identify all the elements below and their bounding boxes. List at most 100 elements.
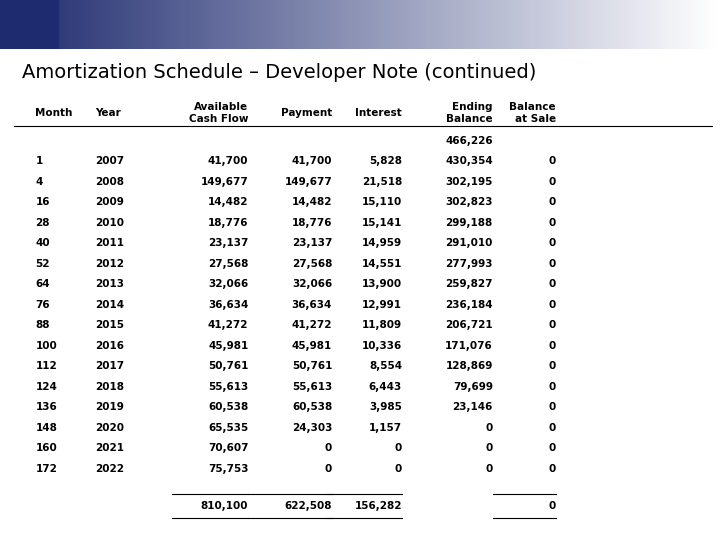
Text: 52: 52 — [35, 259, 50, 269]
Text: 2007: 2007 — [95, 156, 124, 166]
Text: 1,157: 1,157 — [369, 423, 402, 433]
Text: 2016: 2016 — [95, 341, 124, 351]
Text: 40: 40 — [35, 238, 50, 248]
Text: 302,823: 302,823 — [445, 197, 492, 207]
Text: 14,482: 14,482 — [208, 197, 248, 207]
Text: 0: 0 — [549, 197, 556, 207]
Text: 259,827: 259,827 — [445, 279, 492, 289]
Text: 171,076: 171,076 — [445, 341, 492, 351]
Text: 36,634: 36,634 — [208, 300, 248, 310]
Text: Available
Cash Flow: Available Cash Flow — [189, 102, 248, 124]
Text: Interest: Interest — [355, 108, 402, 118]
Text: 75,753: 75,753 — [208, 464, 248, 474]
Text: 27,568: 27,568 — [292, 259, 332, 269]
Text: 156,282: 156,282 — [354, 501, 402, 511]
Bar — [0, 0, 58, 49]
Text: 0: 0 — [549, 361, 556, 372]
Text: 0: 0 — [549, 443, 556, 454]
Text: 2017: 2017 — [95, 361, 124, 372]
Text: 12,991: 12,991 — [362, 300, 402, 310]
Text: 302,195: 302,195 — [446, 177, 492, 187]
Text: 124: 124 — [35, 382, 57, 392]
Text: 2009: 2009 — [95, 197, 124, 207]
Text: 18,776: 18,776 — [208, 218, 248, 228]
Text: 2018: 2018 — [95, 382, 124, 392]
Text: 5,828: 5,828 — [369, 156, 402, 166]
Text: 3,985: 3,985 — [369, 402, 402, 413]
Text: Balance
at Sale: Balance at Sale — [509, 102, 556, 124]
Text: 2010: 2010 — [95, 218, 124, 228]
Text: 13,900: 13,900 — [362, 279, 402, 289]
Text: 41,272: 41,272 — [208, 320, 248, 330]
Text: 236,184: 236,184 — [445, 300, 492, 310]
Text: 0: 0 — [549, 218, 556, 228]
Text: 2019: 2019 — [95, 402, 124, 413]
Text: 136: 136 — [35, 402, 57, 413]
Text: 112: 112 — [35, 361, 57, 372]
Text: 18,776: 18,776 — [292, 218, 332, 228]
Text: 14,551: 14,551 — [361, 259, 402, 269]
Text: 0: 0 — [549, 341, 556, 351]
Text: 430,354: 430,354 — [445, 156, 492, 166]
Text: 88: 88 — [35, 320, 50, 330]
Text: 128,869: 128,869 — [446, 361, 492, 372]
Text: 2015: 2015 — [95, 320, 124, 330]
Text: 10,336: 10,336 — [361, 341, 402, 351]
Text: 149,677: 149,677 — [201, 177, 248, 187]
Text: Amortization Schedule – Developer Note (continued): Amortization Schedule – Developer Note (… — [22, 63, 536, 83]
Text: 50,761: 50,761 — [208, 361, 248, 372]
Text: 2012: 2012 — [95, 259, 124, 269]
Text: 0: 0 — [395, 443, 402, 454]
Text: 15,141: 15,141 — [361, 218, 402, 228]
Text: 23,146: 23,146 — [452, 402, 492, 413]
Text: 100: 100 — [35, 341, 57, 351]
Text: 21,518: 21,518 — [361, 177, 402, 187]
Text: 2022: 2022 — [95, 464, 124, 474]
Text: 2014: 2014 — [95, 300, 124, 310]
Text: 622,508: 622,508 — [284, 501, 332, 511]
Text: 28: 28 — [35, 218, 50, 228]
Text: 55,613: 55,613 — [292, 382, 332, 392]
Text: 2020: 2020 — [95, 423, 124, 433]
Text: 41,272: 41,272 — [292, 320, 332, 330]
Text: 41,700: 41,700 — [292, 156, 332, 166]
Text: 64: 64 — [35, 279, 50, 289]
Text: 23,137: 23,137 — [292, 238, 332, 248]
Text: 41,700: 41,700 — [208, 156, 248, 166]
Text: Ending
Balance: Ending Balance — [446, 102, 492, 124]
Text: 24,303: 24,303 — [292, 423, 332, 433]
Text: 14,959: 14,959 — [362, 238, 402, 248]
Text: 810,100: 810,100 — [201, 501, 248, 511]
Text: 76: 76 — [35, 300, 50, 310]
Text: 0: 0 — [485, 464, 492, 474]
Text: 2021: 2021 — [95, 443, 124, 454]
Text: 0: 0 — [485, 423, 492, 433]
Text: 0: 0 — [549, 402, 556, 413]
Text: 172: 172 — [35, 464, 57, 474]
Text: Year: Year — [95, 108, 120, 118]
Text: 291,010: 291,010 — [446, 238, 492, 248]
Text: 2011: 2011 — [95, 238, 124, 248]
Text: 0: 0 — [549, 464, 556, 474]
Text: 0: 0 — [549, 259, 556, 269]
Text: 11,809: 11,809 — [362, 320, 402, 330]
Text: 0: 0 — [549, 320, 556, 330]
Text: 0: 0 — [549, 501, 556, 511]
Text: 15,110: 15,110 — [361, 197, 402, 207]
Text: 206,721: 206,721 — [445, 320, 492, 330]
Text: 0: 0 — [325, 464, 332, 474]
Text: Month: Month — [35, 108, 73, 118]
Text: 8,554: 8,554 — [369, 361, 402, 372]
Text: 45,981: 45,981 — [292, 341, 332, 351]
Text: 32,066: 32,066 — [208, 279, 248, 289]
Text: 14,482: 14,482 — [292, 197, 332, 207]
Text: 0: 0 — [325, 443, 332, 454]
Text: 0: 0 — [549, 238, 556, 248]
Text: 0: 0 — [549, 382, 556, 392]
Text: 0: 0 — [395, 464, 402, 474]
Text: 0: 0 — [549, 300, 556, 310]
Text: 45,981: 45,981 — [208, 341, 248, 351]
Text: Payment: Payment — [281, 108, 332, 118]
Text: 149,677: 149,677 — [284, 177, 332, 187]
Text: 148: 148 — [35, 423, 57, 433]
